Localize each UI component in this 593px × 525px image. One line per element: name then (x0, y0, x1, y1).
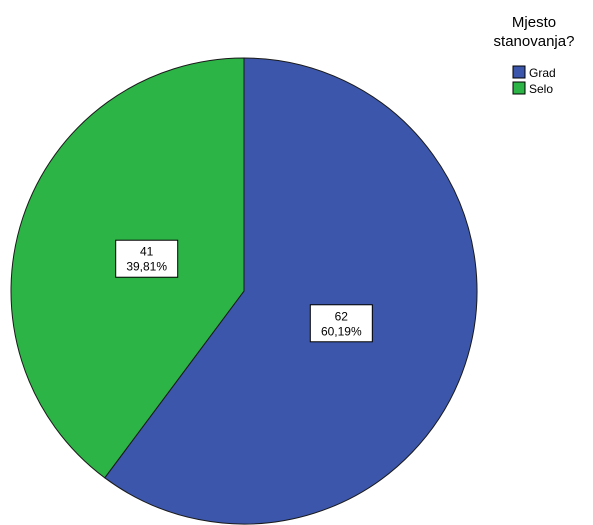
legend-label: Selo (529, 82, 553, 96)
data-label-percent: 60,19% (321, 324, 362, 338)
data-label-count: 41 (140, 245, 154, 259)
legend-items: Grad Selo (512, 65, 556, 96)
pie-slice-grad (104, 57, 478, 525)
legend-swatch (512, 65, 526, 79)
pie-slices (10, 57, 478, 525)
legend: Mjesto stanovanja? Grad Selo (494, 14, 575, 96)
data-label-box (309, 304, 373, 343)
legend-label: Grad (529, 66, 556, 80)
legend-title-line-1: Mjesto (512, 14, 556, 31)
legend-item-grad: Grad (512, 65, 556, 80)
legend-swatch (512, 81, 526, 95)
data-label-percent: 39,81% (126, 260, 167, 274)
data-label-count: 62 (335, 309, 349, 323)
legend-item-selo: Selo (512, 81, 553, 96)
data-label-box (115, 239, 179, 278)
legend-title-line-2: stanovanja? (494, 33, 575, 50)
